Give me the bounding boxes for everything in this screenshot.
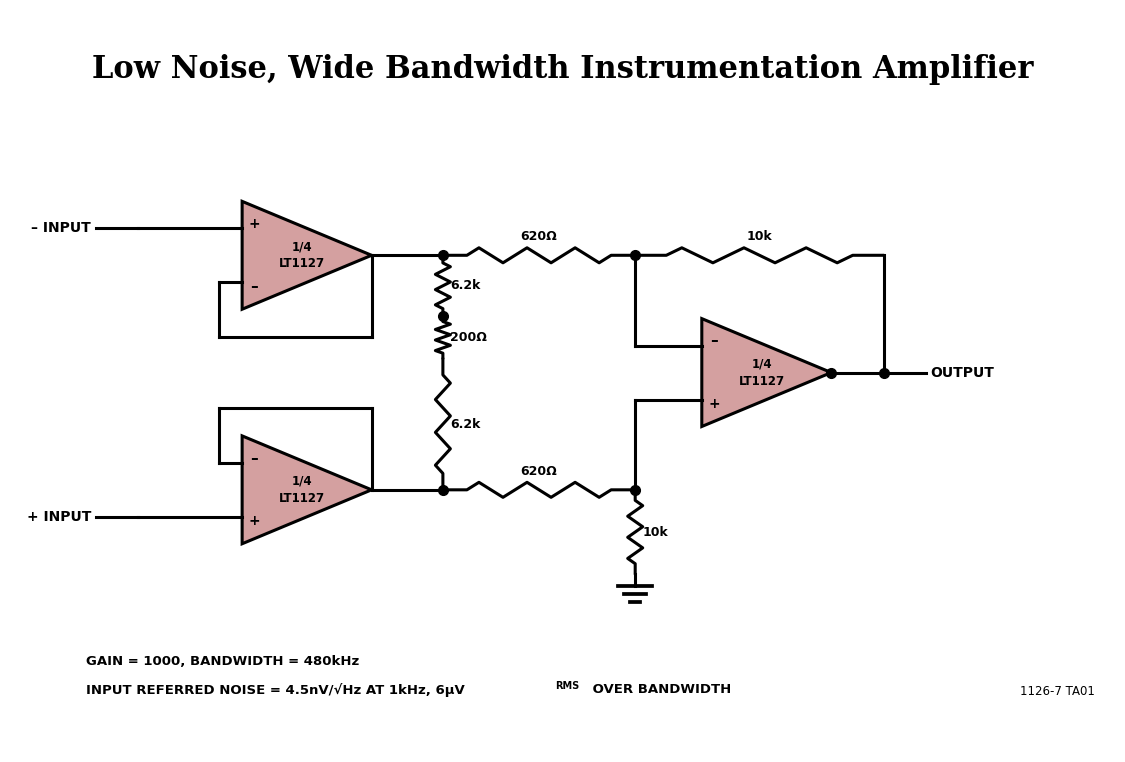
Text: +: + (709, 397, 720, 411)
Text: –: – (251, 450, 259, 466)
Polygon shape (242, 436, 371, 544)
Text: INPUT REFERRED NOISE = 4.5nV/√Hz AT 1kHz, 6μV: INPUT REFERRED NOISE = 4.5nV/√Hz AT 1kHz… (87, 683, 465, 696)
Text: Low Noise, Wide Bandwidth Instrumentation Amplifier: Low Noise, Wide Bandwidth Instrumentatio… (92, 53, 1033, 85)
Polygon shape (702, 319, 831, 427)
Text: 10k: 10k (747, 230, 773, 243)
Text: 1/4
LT1127: 1/4 LT1127 (279, 240, 325, 271)
Text: 10k: 10k (642, 526, 668, 539)
Polygon shape (242, 201, 371, 309)
Text: + INPUT: + INPUT (27, 510, 91, 523)
Text: 1126-7 TA01: 1126-7 TA01 (1020, 685, 1095, 698)
Text: – INPUT: – INPUT (32, 221, 91, 235)
Text: 1/4
LT1127: 1/4 LT1127 (739, 357, 785, 388)
Text: RMS: RMS (556, 681, 579, 691)
Text: 620Ω: 620Ω (521, 230, 557, 243)
Text: 620Ω: 620Ω (521, 465, 557, 478)
Text: 6.2k: 6.2k (450, 280, 480, 293)
Text: 1/4
LT1127: 1/4 LT1127 (279, 475, 325, 504)
Text: +: + (249, 514, 260, 529)
Text: 200Ω: 200Ω (450, 331, 487, 344)
Text: 6.2k: 6.2k (450, 418, 480, 431)
Text: OVER BANDWIDTH: OVER BANDWIDTH (588, 684, 731, 696)
Text: –: – (251, 280, 259, 294)
Text: +: + (249, 216, 260, 231)
Text: –: – (710, 334, 718, 348)
Text: OUTPUT: OUTPUT (930, 366, 994, 379)
Text: GAIN = 1000, BANDWIDTH = 480kHz: GAIN = 1000, BANDWIDTH = 480kHz (87, 655, 360, 668)
